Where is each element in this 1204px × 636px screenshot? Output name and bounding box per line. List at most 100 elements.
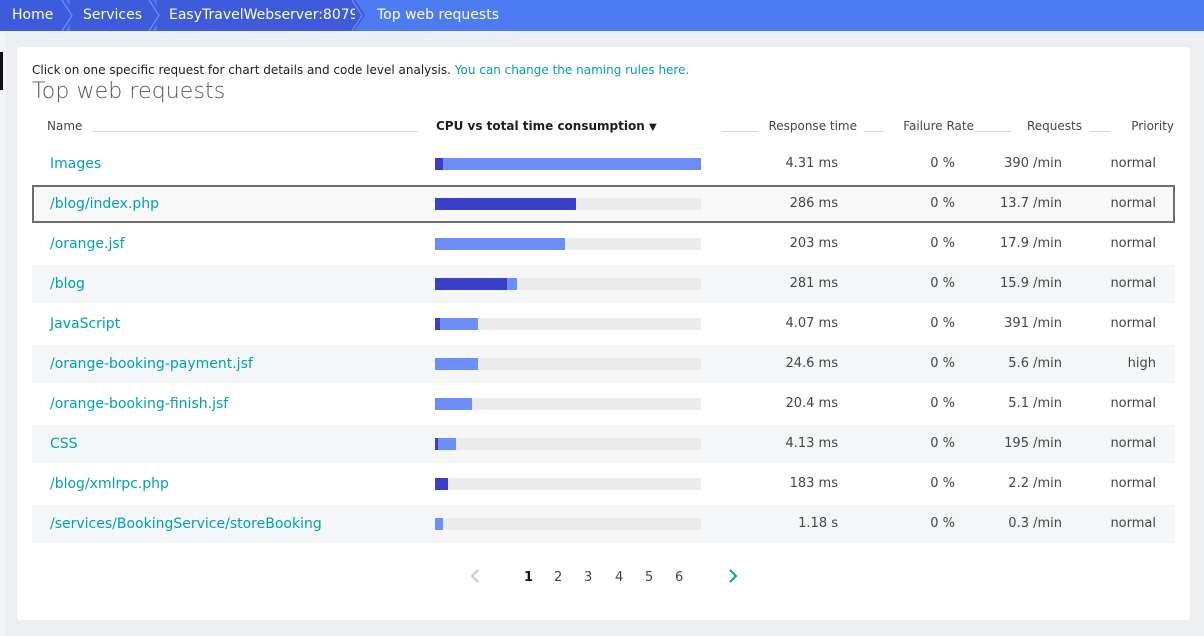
total-time-segment — [435, 238, 565, 250]
table-row[interactable]: /services/BookingService/storeBooking 1.1… — [32, 505, 1175, 543]
requests-value: 15.9 /min — [1000, 276, 1062, 291]
request-name-link[interactable]: JavaScript — [50, 316, 121, 332]
table-row[interactable]: /orange.jsf 203 ms 0 % 17.9 /min normal — [32, 225, 1175, 263]
page-5[interactable]: 5 — [645, 570, 654, 585]
table-row[interactable]: CSS 4.13 ms 0 % 195 /min normal — [32, 425, 1175, 463]
cpu-time-segment — [435, 438, 438, 450]
request-name-link[interactable]: CSS — [50, 436, 78, 452]
requests-value: 17.9 /min — [1000, 236, 1062, 251]
requests-value: 195 /min — [1004, 436, 1062, 451]
request-name-link[interactable]: /services/BookingService/storeBooking — [50, 516, 322, 532]
breadcrumb-services[interactable]: Services — [70, 0, 153, 31]
requests-value: 0.3 /min — [1008, 516, 1062, 531]
page-title: Top web requests — [32, 79, 226, 104]
header-rule — [92, 131, 418, 132]
page-4[interactable]: 4 — [615, 570, 624, 585]
response-time-value: 4.13 ms — [785, 436, 838, 451]
request-name-link[interactable]: /orange.jsf — [50, 236, 125, 252]
request-name-link[interactable]: Images — [50, 156, 102, 172]
requests-value: 5.1 /min — [1008, 396, 1062, 411]
response-time-value: 4.31 ms — [785, 156, 838, 171]
sidebar-marker — [0, 52, 3, 90]
header-rule — [975, 131, 1011, 132]
column-requests[interactable]: Requests — [1027, 119, 1082, 133]
failure-rate-value: 0 % — [930, 156, 955, 171]
response-time-value: 281 ms — [789, 276, 838, 291]
table-row[interactable]: Images 4.31 ms 0 % 390 /min normal — [32, 145, 1175, 183]
response-time-value: 24.6 ms — [785, 356, 838, 371]
priority-value: normal — [1110, 236, 1156, 251]
sort-desc-icon: ▼ — [648, 122, 657, 133]
cpu-time-segment — [435, 278, 507, 290]
request-name-link[interactable]: /orange-booking-finish.jsf — [50, 396, 229, 412]
requests-value: 391 /min — [1004, 316, 1062, 331]
total-time-segment — [435, 398, 472, 410]
failure-rate-value: 0 % — [930, 276, 955, 291]
response-time-value: 1.18 s — [798, 516, 838, 531]
time-consumption-bar — [435, 318, 701, 330]
left-gutter — [0, 31, 6, 636]
request-name-link[interactable]: /blog/xmlrpc.php — [50, 476, 169, 492]
cpu-time-segment — [435, 158, 443, 170]
breadcrumb-home[interactable]: Home — [0, 0, 66, 31]
column-name[interactable]: Name — [47, 119, 83, 133]
table-row[interactable]: /orange-booking-finish.jsf 20.4 ms 0 % 5.1 … — [32, 385, 1175, 423]
priority-value: normal — [1110, 196, 1156, 211]
failure-rate-value: 0 % — [930, 356, 955, 371]
table-row[interactable]: JavaScript 4.07 ms 0 % 391 /min normal — [32, 305, 1175, 343]
response-time-value: 4.07 ms — [785, 316, 838, 331]
failure-rate-value: 0 % — [930, 436, 955, 451]
breadcrumb-server[interactable]: EasyTravelWebserver:8079 — [157, 0, 359, 31]
breadcrumb-dividers — [61, 0, 363, 31]
response-time-value: 183 ms — [789, 476, 838, 491]
table-row[interactable]: /blog/index.php 286 ms 0 % 13.7 /min normal — [32, 185, 1175, 223]
column-failure-rate[interactable]: Failure Rate — [903, 119, 974, 133]
page-6[interactable]: 6 — [675, 570, 684, 585]
requests-value: 390 /min — [1004, 156, 1062, 171]
failure-rate-value: 0 % — [930, 396, 955, 411]
column-cpu-time[interactable]: CPU vs total time consumption ▼ — [436, 119, 657, 133]
time-consumption-bar — [435, 438, 701, 450]
request-name-link[interactable]: /blog/index.php — [50, 196, 160, 212]
time-consumption-bar — [435, 278, 701, 290]
table-row[interactable]: /orange-booking-payment.jsf 24.6 ms 0 % 5.6… — [32, 345, 1175, 383]
time-consumption-bar — [435, 518, 701, 530]
chevron-right-icon[interactable] — [727, 567, 739, 585]
priority-value: normal — [1110, 436, 1156, 451]
table-row[interactable]: /blog/xmlrpc.php 183 ms 0 % 2.2 /min normal — [32, 465, 1175, 503]
column-response-time[interactable]: Response time — [768, 119, 857, 133]
cpu-time-segment — [435, 318, 440, 330]
header-rule — [864, 131, 884, 132]
hint-description: Click on one specific request for chart … — [32, 63, 451, 77]
breadcrumb-separator — [355, 0, 365, 30]
total-time-segment — [435, 358, 478, 370]
priority-value: normal — [1110, 396, 1156, 411]
request-name-link[interactable]: /orange-booking-payment.jsf — [50, 356, 253, 372]
response-time-value: 20.4 ms — [785, 396, 838, 411]
breadcrumb-current: Top web requests — [365, 0, 565, 31]
header-rule — [1090, 131, 1110, 132]
failure-rate-value: 0 % — [930, 236, 955, 251]
column-priority[interactable]: Priority — [1131, 119, 1174, 133]
page-3[interactable]: 3 — [584, 570, 593, 585]
page-2[interactable]: 2 — [554, 570, 563, 585]
request-name-link[interactable]: /blog — [50, 276, 85, 292]
breadcrumb: Home Services EasyTravelWebserver:8079 T… — [0, 0, 1204, 31]
time-consumption-bar — [435, 398, 701, 410]
priority-value: high — [1127, 356, 1156, 371]
requests-value: 13.7 /min — [1000, 196, 1062, 211]
column-cpu-label: CPU vs total time consumption — [436, 119, 645, 133]
response-time-value: 286 ms — [789, 196, 838, 211]
requests-value: 5.6 /min — [1008, 356, 1062, 371]
response-time-value: 203 ms — [789, 236, 838, 251]
cpu-time-segment — [435, 478, 448, 490]
hint-text: Click on one specific request for chart … — [32, 63, 689, 77]
time-consumption-bar — [435, 478, 701, 490]
time-consumption-bar — [435, 358, 701, 370]
page-1[interactable]: 1 — [524, 570, 534, 585]
table-row[interactable]: /blog 281 ms 0 % 15.9 /min normal — [32, 265, 1175, 303]
chevron-left-icon[interactable] — [469, 567, 481, 585]
failure-rate-value: 0 % — [930, 316, 955, 331]
priority-value: normal — [1110, 156, 1156, 171]
naming-rules-link[interactable]: You can change the naming rules here. — [454, 63, 690, 77]
